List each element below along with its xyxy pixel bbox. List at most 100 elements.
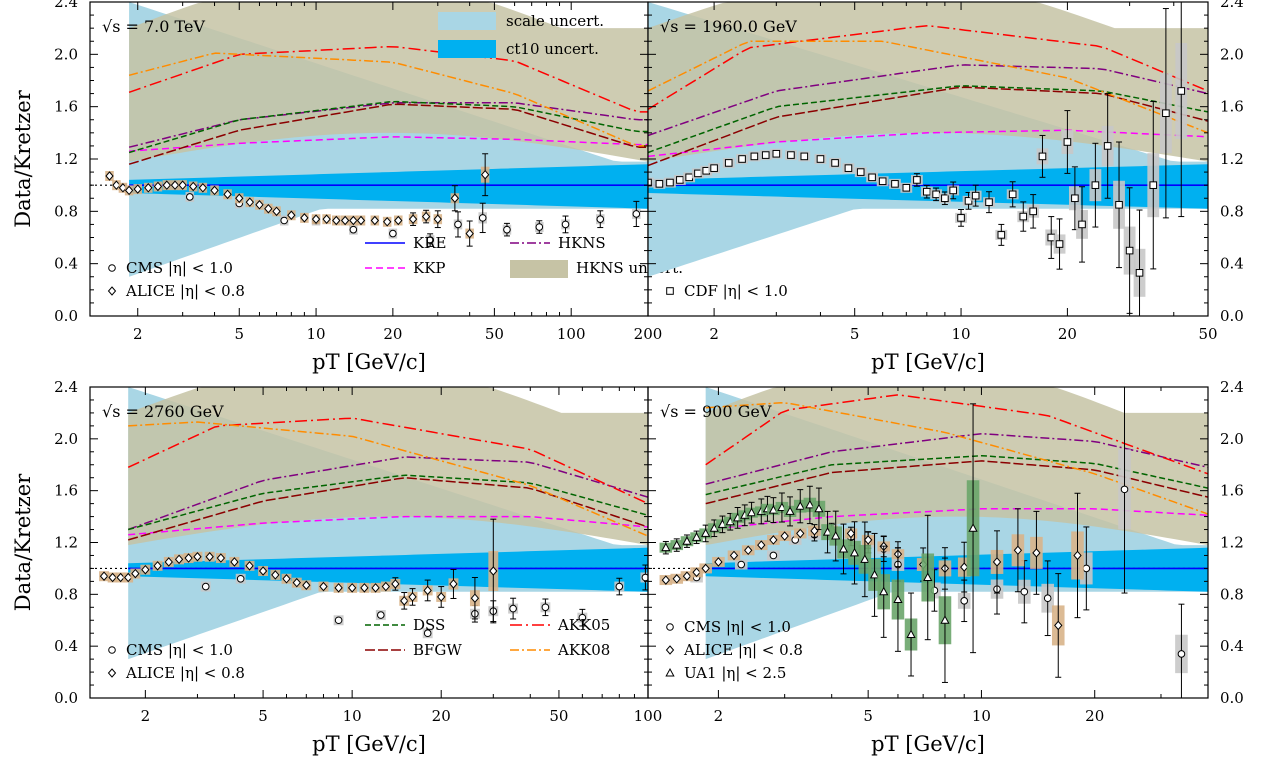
data-point: [769, 551, 778, 560]
hkns-uncertainty-band: [648, 2, 1208, 162]
data-point: [383, 217, 392, 227]
data-point: [863, 535, 873, 545]
x-axis-label: pT [GeV/c]: [312, 350, 426, 374]
data-point: [280, 216, 288, 225]
data-point: [408, 214, 418, 224]
data-point: [923, 572, 933, 581]
data-point: [258, 566, 268, 576]
data-point: [923, 187, 931, 196]
data-point: [796, 528, 805, 539]
legend-dataset-label: CMS |η| < 1.0: [684, 618, 791, 636]
legend-label-BFGW: BFGW: [413, 641, 462, 659]
data-point: [992, 557, 1002, 567]
hkns-uncertainty-band: [128, 387, 648, 546]
data-point: [985, 198, 993, 206]
dataset-triangle: [659, 403, 980, 683]
y-tick-label: 0.8: [54, 202, 78, 220]
data-point: [1115, 200, 1123, 209]
legend-dataset-label: CMS |η| < 1.0: [126, 641, 233, 659]
data-point: [682, 536, 692, 545]
x-tick-label: 2: [709, 325, 719, 343]
y-tick-label: 1.2: [1220, 150, 1244, 168]
data-point: [449, 579, 458, 589]
data-point: [661, 542, 671, 552]
legend-marker: [665, 667, 675, 677]
data-point: [124, 185, 134, 196]
x-tick-label: 20: [383, 325, 402, 343]
data-point: [800, 152, 809, 161]
data-point: [844, 164, 853, 172]
data-point: [750, 152, 759, 161]
x-tick-label: 5: [234, 325, 244, 343]
data-point: [235, 193, 244, 204]
data-point: [223, 189, 232, 200]
legend-marker: [107, 286, 117, 296]
data-point: [838, 543, 849, 553]
curve-AKK08: [128, 421, 648, 537]
y-tick-label: 1.2: [1220, 534, 1244, 552]
data-point: [641, 573, 648, 582]
dataset-diamond: [105, 153, 490, 247]
y-tick-label: 2.4: [54, 0, 78, 11]
y-tick-label: 1.6: [54, 482, 78, 500]
energy-label: √s = 1960.0 GeV: [660, 17, 797, 36]
hkns-uncertainty-band: [129, 2, 648, 162]
data-point: [174, 554, 184, 565]
y-tick-label: 2.4: [1220, 0, 1244, 11]
curve-DSS: [128, 100, 648, 154]
data-point: [714, 557, 723, 567]
legend-marker: [107, 668, 117, 678]
data-point: [785, 506, 795, 515]
data-point: [701, 528, 711, 537]
data-point: [205, 551, 214, 562]
data-point: [672, 540, 682, 549]
legend-label-HKNS: HKNS: [558, 234, 606, 252]
plot-area: [90, 2, 648, 277]
data-point: [144, 183, 153, 193]
data-point: [856, 168, 865, 176]
curve-AKK05: [127, 417, 648, 505]
data-point: [578, 613, 587, 622]
data-point: [968, 523, 978, 532]
data-point: [264, 203, 273, 214]
curve-BFGW: [128, 103, 648, 165]
data-point: [371, 583, 380, 593]
data-point: [377, 611, 385, 619]
data-point: [710, 164, 718, 172]
data-point: [761, 151, 770, 159]
y-tick-label: 0.0: [1220, 307, 1244, 325]
data-point: [311, 214, 321, 224]
curve-BFGW: [648, 86, 1208, 167]
data-point: [454, 220, 462, 229]
legend-label-AKK08: AKK08: [557, 641, 610, 659]
data-point: [230, 557, 239, 567]
data-point: [868, 173, 876, 182]
y-tick-label: 2.0: [1220, 430, 1244, 448]
data-point: [99, 571, 109, 581]
data-point: [1013, 545, 1023, 556]
legend-label-AKK05: AKK05: [557, 616, 610, 634]
legend-dataset-label: CMS |η| < 1.0: [126, 259, 233, 277]
data-point: [272, 206, 281, 217]
data-point: [186, 193, 194, 201]
y-tick-label: 0.8: [54, 585, 78, 603]
x-tick-label: 20: [432, 707, 451, 725]
data-point: [216, 553, 226, 563]
x-axis-label: pT [GeV/c]: [871, 350, 985, 374]
data-point: [1082, 564, 1091, 573]
data-point: [184, 553, 193, 563]
plot-panels: 2 5 10 20 50 100 200 0.0 0.4 0.8 1.2 1.6 2.0 2.4 pT [G…: [11, 0, 1244, 756]
data-point: [746, 507, 757, 517]
data-point: [245, 197, 254, 207]
data-point: [879, 586, 889, 596]
curve-HKNS: [128, 101, 648, 148]
data-point: [349, 215, 358, 226]
data-point: [271, 570, 280, 580]
y-tick-label: 1.6: [54, 98, 78, 116]
data-point: [831, 159, 839, 167]
data-point: [1073, 550, 1082, 561]
data-point: [478, 214, 487, 222]
data-point: [408, 592, 417, 602]
data-point: [878, 177, 887, 186]
energy-label: √s = 900 GeV: [660, 402, 772, 421]
